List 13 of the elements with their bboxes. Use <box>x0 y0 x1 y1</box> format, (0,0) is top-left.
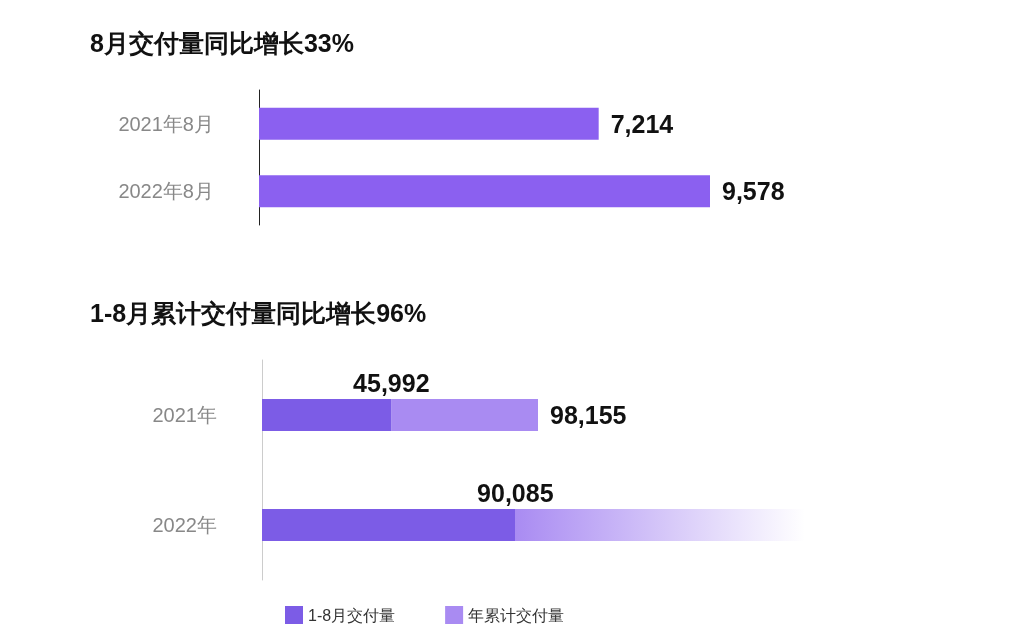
y-tick-label: 2021年8月 <box>118 112 214 135</box>
legend-label: 年累计交付量 <box>468 606 565 624</box>
data-label: 90,085 <box>477 478 554 507</box>
data-label: 7,214 <box>610 109 674 138</box>
chart-title: 8月交付量同比增长33% <box>90 28 354 57</box>
y-tick-label: 2022年 <box>152 514 217 536</box>
y-tick-label: 2022年8月 <box>118 180 214 203</box>
y-tick-label: 2021年 <box>152 404 217 426</box>
legend-label: 1-8月交付量 <box>308 606 396 624</box>
data-label: 45,992 <box>353 368 430 397</box>
total-label: 98,155 <box>550 401 627 429</box>
data-label: 9,578 <box>722 177 785 206</box>
chart-title: 1-8月累计交付量同比增长96% <box>90 298 427 327</box>
